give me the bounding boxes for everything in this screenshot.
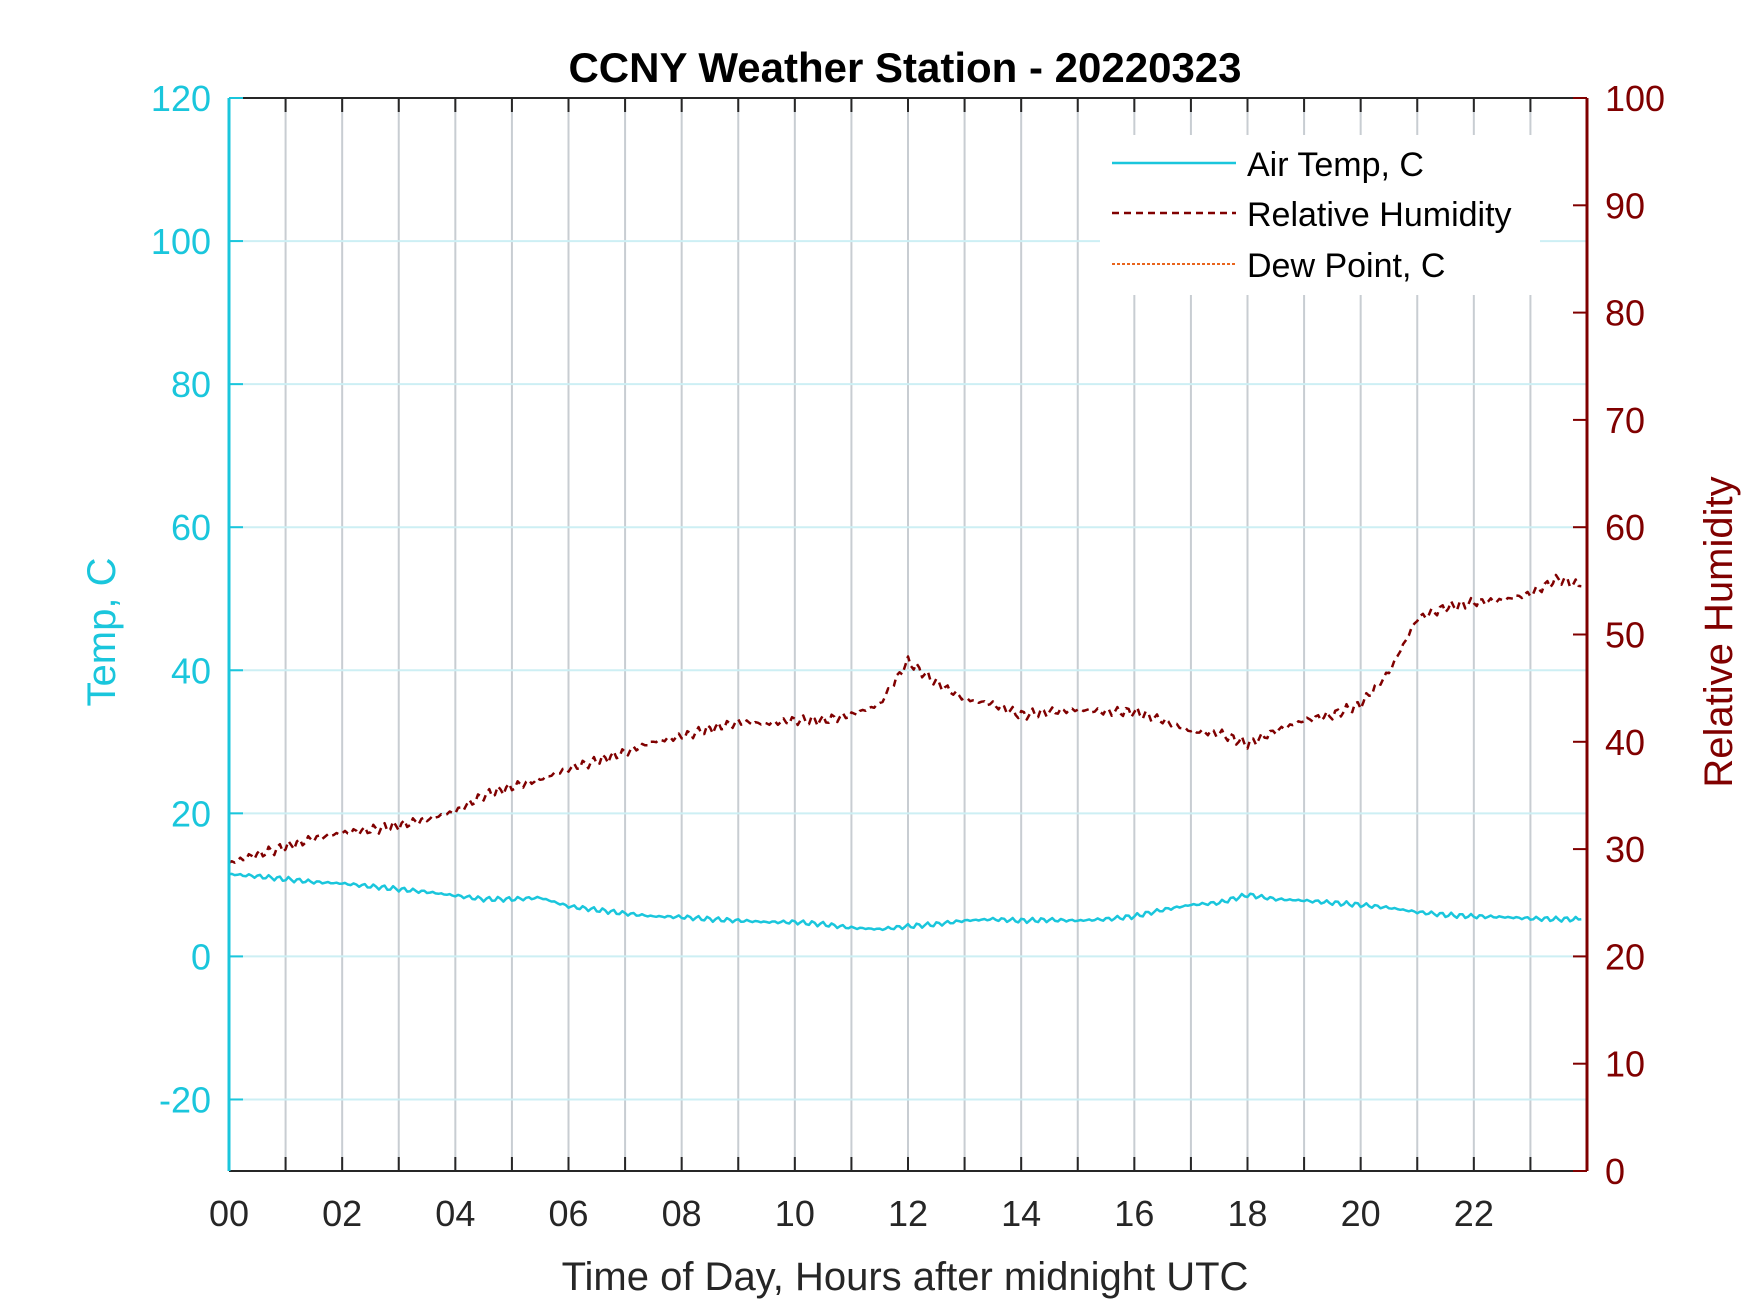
x-tick-label: 10: [775, 1193, 815, 1234]
series-line-1: [228, 573, 1582, 865]
x-tick-label: 06: [548, 1193, 588, 1234]
x-tick-label: 14: [1001, 1193, 1041, 1234]
y-tick-label-left: 20: [171, 793, 211, 834]
legend-box: [1100, 135, 1540, 295]
x-tick-label: 00: [209, 1193, 249, 1234]
x-axis-label: Time of Day, Hours after midnight UTC: [562, 1255, 1249, 1299]
y-tick-label-right: 30: [1605, 829, 1645, 870]
y-axis-label-right: Relative Humidity: [1697, 476, 1741, 787]
y-tick-label-right: 20: [1605, 936, 1645, 977]
y-tick-label-left: 0: [191, 936, 211, 977]
y-tick-label-right: 70: [1605, 400, 1645, 441]
vertical-grid: [284, 98, 1532, 1171]
y-tick-label-right: 100: [1605, 78, 1665, 119]
x-tick-label: 20: [1341, 1193, 1381, 1234]
y-tick-label-left: 100: [151, 221, 211, 262]
y-tick-label-left: 40: [171, 650, 211, 691]
y-tick-label-right: 90: [1605, 185, 1645, 226]
y-tick-label-right: 50: [1605, 615, 1645, 656]
y-tick-label-right: 60: [1605, 507, 1645, 548]
legend: Air Temp, C Relative Humidity Dew Point,…: [1100, 135, 1540, 295]
series-layer: [228, 573, 1582, 932]
y-tick-label-right: 10: [1605, 1044, 1645, 1085]
y-tick-label-left: 120: [151, 78, 211, 119]
legend-label-air-temp: Air Temp, C: [1247, 146, 1424, 184]
series-line-0: [228, 872, 1582, 932]
y-tick-label-right: 80: [1605, 293, 1645, 334]
y-tick-label-right: 0: [1605, 1151, 1625, 1192]
ticks-layer: 00 02 04 06 08 10 12 14 16 18 20 22-200204060801001…: [151, 78, 1665, 1234]
x-tick-label: 22: [1454, 1193, 1494, 1234]
y-axis-label-left: Temp, C: [80, 558, 124, 707]
y-tick-label-left: -20: [159, 1079, 211, 1120]
chart-title: CCNY Weather Station - 20220323: [568, 44, 1241, 91]
legend-label-dew-point: Dew Point, C: [1247, 247, 1445, 285]
x-tick-label: 02: [322, 1193, 362, 1234]
x-tick-label: 12: [888, 1193, 928, 1234]
x-tick-label: 18: [1227, 1193, 1267, 1234]
legend-label-humidity: Relative Humidity: [1247, 196, 1512, 234]
x-tick-label: 16: [1114, 1193, 1154, 1234]
y-tick-label-left: 80: [171, 364, 211, 405]
horizontal-grid: [229, 240, 1587, 1101]
y-tick-label-left: 60: [171, 507, 211, 548]
y-tick-label-right: 40: [1605, 722, 1645, 763]
x-tick-label: 04: [435, 1193, 475, 1234]
x-tick-label: 08: [662, 1193, 702, 1234]
